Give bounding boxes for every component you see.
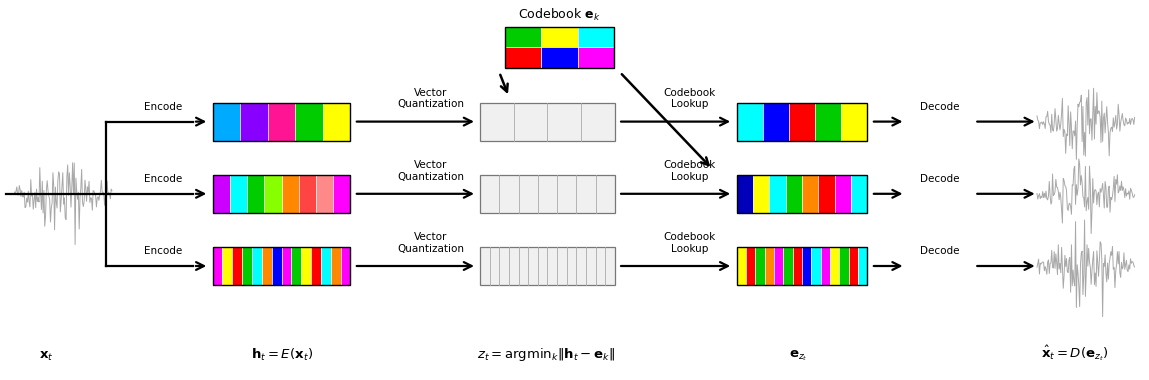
Bar — [541, 27, 578, 48]
Bar — [858, 247, 867, 285]
Bar — [746, 247, 755, 285]
Bar — [340, 247, 350, 285]
Bar — [282, 175, 299, 213]
Bar — [851, 175, 867, 213]
Text: $\mathbf{e}_{z_t}$: $\mathbf{e}_{z_t}$ — [789, 348, 808, 363]
Bar — [834, 175, 851, 213]
Bar — [737, 103, 763, 141]
Bar — [301, 247, 311, 285]
Bar — [480, 103, 615, 141]
Bar — [331, 247, 340, 285]
Text: $\hat{\mathbf{x}}_t = D(\mathbf{e}_{z_t})$: $\hat{\mathbf{x}}_t = D(\mathbf{e}_{z_t}… — [1041, 343, 1108, 363]
Bar — [333, 175, 350, 213]
Text: Decode: Decode — [920, 247, 959, 256]
Bar — [737, 175, 753, 213]
Bar — [830, 247, 840, 285]
Bar — [737, 175, 867, 213]
Bar — [737, 247, 746, 285]
Text: $\mathbf{h}_t = E(\mathbf{x}_t)$: $\mathbf{h}_t = E(\mathbf{x}_t)$ — [250, 347, 313, 363]
Bar — [262, 247, 271, 285]
Bar — [811, 247, 820, 285]
Bar — [841, 103, 867, 141]
Bar — [252, 247, 262, 285]
Text: Codebook
Lookup: Codebook Lookup — [663, 160, 716, 182]
Bar — [793, 247, 802, 285]
Bar — [578, 48, 614, 68]
Bar — [299, 175, 316, 213]
Bar — [232, 247, 242, 285]
Bar — [784, 247, 793, 285]
Bar — [802, 247, 811, 285]
Text: $z_t = \mathrm{argmin}_k \| \mathbf{h}_t - \mathbf{e}_k \|$: $z_t = \mathrm{argmin}_k \| \mathbf{h}_t… — [477, 346, 615, 363]
Bar — [506, 27, 541, 48]
Bar — [311, 247, 321, 285]
Text: Codebook
Lookup: Codebook Lookup — [663, 232, 716, 254]
Bar — [213, 247, 350, 285]
Text: Decode: Decode — [920, 102, 959, 112]
Bar — [802, 175, 818, 213]
Bar — [578, 27, 614, 48]
Bar — [815, 103, 841, 141]
Bar — [774, 247, 784, 285]
Bar — [230, 175, 247, 213]
Text: Codebook $\mathbf{e}_k$: Codebook $\mathbf{e}_k$ — [518, 7, 601, 23]
Bar — [292, 247, 301, 285]
Bar — [737, 247, 867, 285]
Bar — [849, 247, 858, 285]
Bar — [213, 175, 350, 213]
Text: Vector
Quantization: Vector Quantization — [398, 88, 464, 109]
Bar — [316, 175, 333, 213]
Bar — [840, 247, 849, 285]
Text: Vector
Quantization: Vector Quantization — [398, 232, 464, 254]
Bar — [786, 175, 802, 213]
Bar — [213, 103, 240, 141]
Bar — [247, 175, 264, 213]
Bar — [240, 103, 268, 141]
Text: Encode: Encode — [144, 174, 183, 184]
Bar — [321, 247, 331, 285]
Bar — [763, 103, 789, 141]
Bar — [323, 103, 350, 141]
Text: Decode: Decode — [920, 174, 959, 184]
Bar — [242, 247, 252, 285]
Text: Encode: Encode — [144, 102, 183, 112]
Bar — [737, 103, 867, 141]
Bar — [818, 175, 834, 213]
Text: Encode: Encode — [144, 247, 183, 256]
Bar — [295, 103, 323, 141]
Bar — [753, 175, 770, 213]
Text: Vector
Quantization: Vector Quantization — [398, 160, 464, 182]
Bar — [755, 247, 764, 285]
Text: Codebook
Lookup: Codebook Lookup — [663, 88, 716, 109]
Bar — [213, 247, 223, 285]
Bar — [506, 27, 614, 68]
Text: $\mathbf{x}_t$: $\mathbf{x}_t$ — [39, 350, 53, 363]
Bar — [264, 175, 282, 213]
Bar — [764, 247, 774, 285]
Bar — [789, 103, 815, 141]
Bar — [268, 103, 295, 141]
Bar — [480, 175, 615, 213]
Bar — [506, 48, 541, 68]
Bar — [770, 175, 786, 213]
Bar — [820, 247, 830, 285]
Bar — [480, 247, 615, 285]
Bar — [213, 175, 230, 213]
Bar — [213, 103, 350, 141]
Bar — [541, 48, 578, 68]
Bar — [271, 247, 282, 285]
Bar — [223, 247, 232, 285]
Bar — [282, 247, 292, 285]
